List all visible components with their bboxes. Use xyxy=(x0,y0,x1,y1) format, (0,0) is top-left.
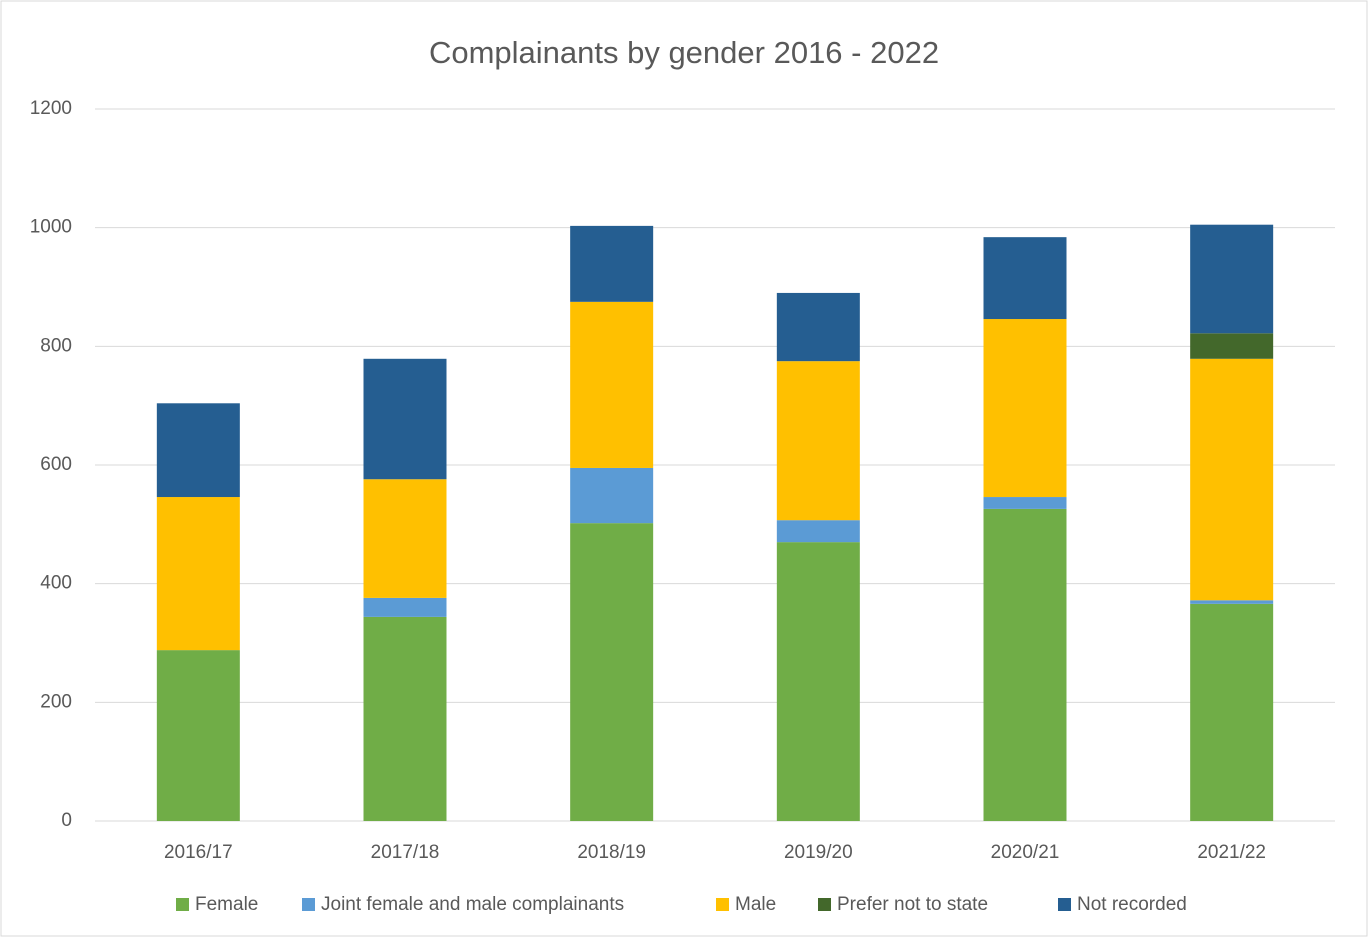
legend-label: Prefer not to state xyxy=(837,894,988,915)
y-tick-label: 1200 xyxy=(30,98,72,119)
x-tick-label: 2017/18 xyxy=(371,842,440,863)
x-tick-label: 2019/20 xyxy=(784,842,853,863)
bar-segment xyxy=(1190,358,1274,601)
x-tick-label: 2020/21 xyxy=(991,842,1060,863)
bar-segment xyxy=(570,301,654,468)
y-tick-label: 400 xyxy=(40,573,72,594)
legend-label: Male xyxy=(735,894,776,915)
chart-title: Complainants by gender 2016 - 2022 xyxy=(429,35,939,70)
bar-segment xyxy=(983,319,1067,498)
bar-segment xyxy=(983,508,1067,821)
bar-segment xyxy=(363,616,447,821)
bar-segment xyxy=(570,523,654,821)
bar-segment xyxy=(776,520,860,543)
x-tick-label: 2016/17 xyxy=(164,842,233,863)
bar-segment xyxy=(983,237,1067,320)
bar-segment xyxy=(156,497,240,651)
bar-segment xyxy=(570,225,654,302)
legend-label: Female xyxy=(195,894,258,915)
bar-segment xyxy=(570,467,654,524)
bar-segment xyxy=(363,597,447,617)
x-tick-label: 2021/22 xyxy=(1197,842,1266,863)
legend-swatch xyxy=(1058,898,1071,911)
x-tick-label: 2018/19 xyxy=(577,842,646,863)
legend-label: Not recorded xyxy=(1077,894,1187,915)
bar-segment xyxy=(363,479,447,598)
bar-segment xyxy=(776,542,860,821)
bar-segment xyxy=(156,650,240,821)
bar-segment xyxy=(776,361,860,521)
y-tick-label: 200 xyxy=(40,691,72,712)
bar-segment xyxy=(1190,224,1274,334)
bar-segment xyxy=(1190,333,1274,359)
bar-segment xyxy=(983,497,1067,509)
legend-swatch xyxy=(176,898,189,911)
y-tick-label: 0 xyxy=(61,810,72,831)
bar-segment xyxy=(1190,600,1274,604)
y-tick-label: 800 xyxy=(40,335,72,356)
bar-segment xyxy=(1190,603,1274,821)
legend-swatch xyxy=(302,898,315,911)
legend-swatch xyxy=(716,898,729,911)
legend-label: Joint female and male complainants xyxy=(321,894,624,915)
legend-swatch xyxy=(818,898,831,911)
bar-segment xyxy=(776,292,860,362)
bar-segment xyxy=(156,403,240,498)
y-tick-label: 600 xyxy=(40,454,72,475)
bar-segment xyxy=(363,358,447,480)
y-tick-label: 1000 xyxy=(30,217,72,238)
